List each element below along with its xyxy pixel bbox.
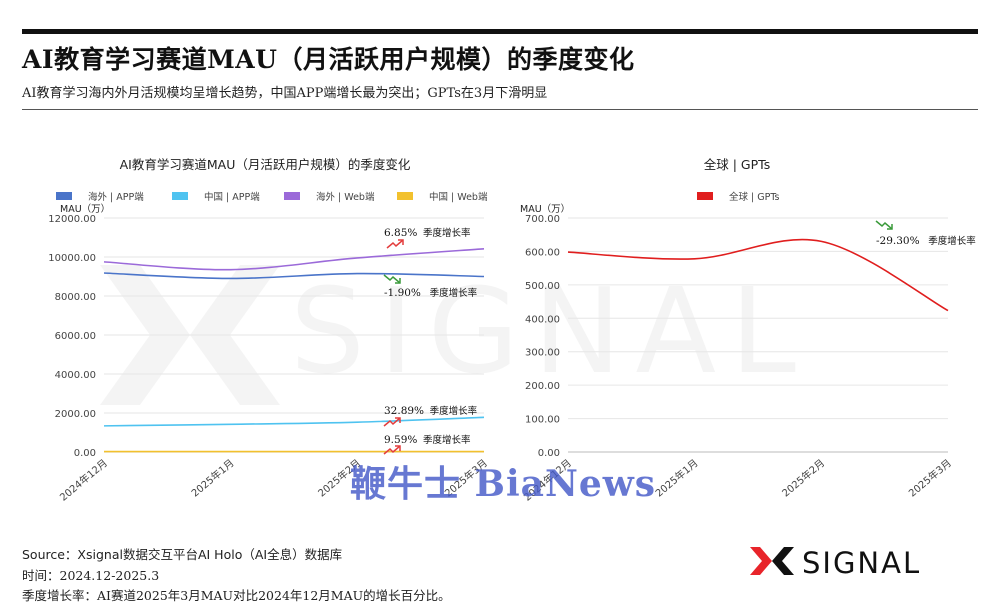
top-rule [22,29,978,34]
x-tick-label: 2024年12月 [57,456,110,503]
growth-definition-note: 季度增长率：AI赛道2025年3月MAU对比2024年12月MAU的增长百分比。 [22,588,451,603]
y-tick-label: 10000.00 [48,253,96,264]
y-tick-label: 8000.00 [55,292,96,303]
source-note: Source：Xsignal数据交互平台AI Holo（AI全息）数据库 [22,547,343,562]
legend-swatch-1 [56,192,72,200]
y-tick-label: 400.00 [525,314,560,325]
legend-label-1: 全球 | GPTs [729,191,780,203]
down-arrow-icon-head [395,278,401,284]
down-arrow-icon [383,274,401,284]
growth-rate-label: 季度增长率 [423,434,471,446]
media-watermark: 鞭牛士 BiaNews [350,463,657,505]
up-arrow-icon-head [395,445,401,451]
legend-label-1: 海外 | APP端 [88,191,144,203]
growth-rate-label: 季度增长率 [430,287,478,299]
xsignal-logo: SIGNAL [750,544,975,582]
x-tick-label: 2025年2月 [779,456,827,499]
y-tick-label: 500.00 [525,281,560,292]
x-tick-label: 2025年3月 [906,456,954,499]
growth-rate-value: 6.85% [384,227,417,239]
growth-rate-value: 32.89% [384,405,424,417]
y-tick-label: 12000.00 [48,214,96,225]
chart-title: AI教育学习赛道MAU（月活跃用户规模）的季度变化 [120,157,411,172]
legend-label-4: 中国 | Web端 [429,191,488,203]
y-tick-label: 200.00 [525,381,560,392]
x-tick-label: 2025年1月 [653,456,701,499]
down-arrow-icon [875,220,893,230]
legend-swatch-2 [172,192,188,200]
y-axis-title: MAU（万） [60,203,110,215]
up-arrow-icon-head [395,417,401,423]
growth-rate-label: 季度增长率 [423,227,471,239]
series-line-1 [567,238,949,312]
page-subtitle: AI教育学习海内外月活规模均呈增长趋势，中国APP端增长最为突出；GPTs在3月… [22,86,548,101]
page-title: AI教育学习赛道MAU（月活跃用户规模）的季度变化 [22,45,635,74]
y-tick-label: 6000.00 [55,331,96,342]
up-arrow-icon [383,417,401,427]
period-note: 时间：2024.12-2025.3 [22,568,160,583]
legend-label-3: 海外 | Web端 [316,191,375,203]
header-divider [22,109,978,110]
legend-swatch-3 [284,192,300,200]
y-tick-label: 300.00 [525,348,560,359]
legend-swatch-4 [397,192,413,200]
series-line-2 [103,416,485,427]
logo-wordmark: SIGNAL [802,546,921,578]
y-tick-label: 700.00 [525,214,560,225]
series-line-1 [103,272,485,280]
growth-rate-label: 季度增长率 [430,405,478,417]
y-axis-title: MAU（万） [520,203,570,215]
legend-swatch-1 [697,192,713,200]
up-arrow-icon [383,445,401,455]
logo-x-icon [750,547,794,575]
legend-label-2: 中国 | APP端 [204,191,260,203]
up-arrow-icon-head [398,239,404,245]
down-arrow-icon-head [887,224,893,230]
up-arrow-icon [386,239,404,249]
chart-title: 全球 | GPTs [704,157,770,172]
series-line-3 [103,248,485,271]
y-tick-label: 600.00 [525,247,560,258]
y-tick-label: 2000.00 [55,409,96,420]
y-tick-label: 4000.00 [55,370,96,381]
growth-rate-value: 9.59% [384,434,417,446]
y-tick-label: 0.00 [538,448,560,459]
y-tick-label: 0.00 [74,448,96,459]
growth-rate-value: -1.90% [384,287,421,299]
y-tick-label: 100.00 [525,415,560,426]
growth-rate-value: -29.30% [876,235,920,247]
logo-mark: SIGNAL [750,546,921,580]
growth-rate-label: 季度增长率 [928,235,976,247]
x-tick-label: 2025年1月 [189,456,237,499]
